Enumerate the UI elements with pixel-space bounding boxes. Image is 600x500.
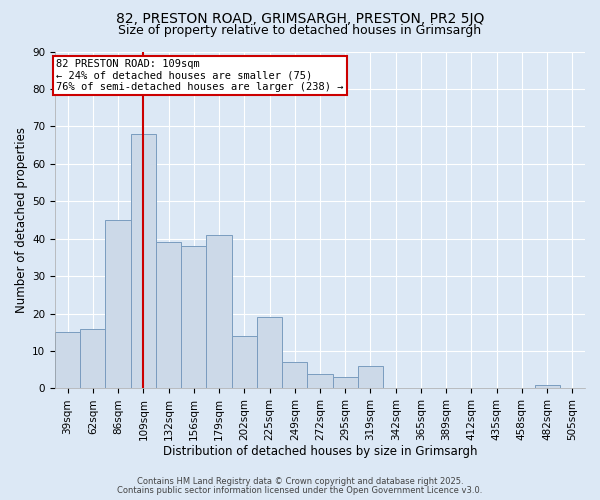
Bar [206,235,232,388]
Bar [106,220,131,388]
Bar [80,328,106,388]
Bar [332,378,358,388]
Bar [156,242,181,388]
Text: Contains HM Land Registry data © Crown copyright and database right 2025.: Contains HM Land Registry data © Crown c… [137,477,463,486]
Text: 82, PRESTON ROAD, GRIMSARGH, PRESTON, PR2 5JQ: 82, PRESTON ROAD, GRIMSARGH, PRESTON, PR… [116,12,484,26]
Bar [55,332,80,388]
Bar [358,366,383,388]
Text: Contains public sector information licensed under the Open Government Licence v3: Contains public sector information licen… [118,486,482,495]
Bar [282,362,307,388]
Text: 82 PRESTON ROAD: 109sqm
← 24% of detached houses are smaller (75)
76% of semi-de: 82 PRESTON ROAD: 109sqm ← 24% of detache… [56,59,344,92]
Bar [181,246,206,388]
Bar [257,318,282,388]
X-axis label: Distribution of detached houses by size in Grimsargh: Distribution of detached houses by size … [163,444,477,458]
Text: Size of property relative to detached houses in Grimsargh: Size of property relative to detached ho… [118,24,482,37]
Y-axis label: Number of detached properties: Number of detached properties [15,127,28,313]
Bar [535,384,560,388]
Bar [307,374,332,388]
Bar [131,134,156,388]
Bar [232,336,257,388]
